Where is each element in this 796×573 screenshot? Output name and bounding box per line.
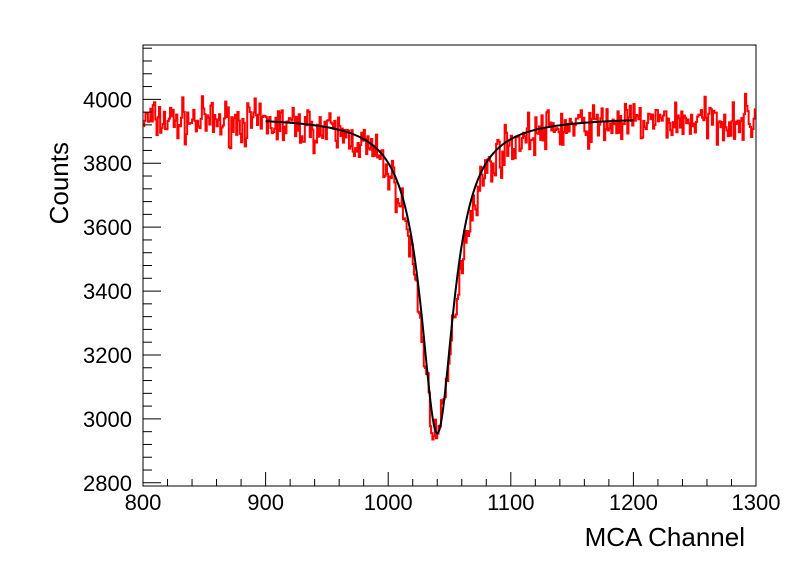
x-tick-label: 1200 [609, 490, 658, 515]
ticks-layer: 800 900 1000 1100 1200 1300 2800 3000 3200 3400 36… [83, 47, 781, 515]
x-tick-label: 1000 [364, 490, 413, 515]
x-tick-label: 800 [125, 490, 162, 515]
x-tick-label: 1100 [487, 490, 534, 515]
x-axis-title: MCA Channel [585, 522, 745, 552]
y-tick-label: 3200 [83, 343, 132, 368]
data-layer [143, 92, 756, 441]
y-tick-label: 2800 [83, 471, 132, 496]
y-tick-label: 3400 [83, 279, 132, 304]
y-tick-label: 3000 [83, 407, 132, 432]
fit-curve [265, 119, 634, 435]
y-tick-label: 3800 [83, 151, 132, 176]
y-tick-label: 3600 [83, 215, 132, 240]
x-tick-label: 1300 [732, 490, 781, 515]
y-tick-label: 4000 [83, 87, 132, 112]
histogram-series [143, 92, 756, 441]
x-tick-label: 900 [247, 490, 284, 515]
y-axis-title: Counts [44, 142, 74, 224]
